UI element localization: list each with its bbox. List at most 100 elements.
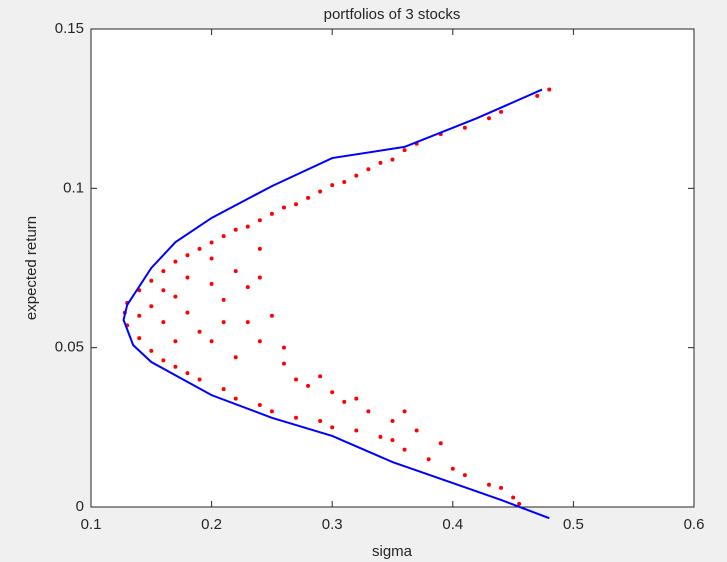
scatter-point — [390, 157, 395, 162]
scatter-point — [221, 297, 226, 302]
scatter-point — [294, 377, 299, 382]
scatter-point — [185, 310, 190, 315]
scatter-point — [462, 125, 467, 130]
scatter-point — [209, 256, 214, 261]
x-tick-label: 0.3 — [322, 516, 343, 533]
y-tick-label: 0.05 — [55, 339, 84, 356]
scatter-point — [366, 409, 371, 414]
x-tick-label: 0.1 — [81, 516, 102, 533]
scatter-point — [306, 383, 311, 388]
scatter-point — [209, 339, 214, 344]
plot-area — [91, 29, 694, 507]
scatter-point — [233, 227, 238, 232]
scatter-point — [221, 234, 226, 239]
scatter-point — [257, 218, 262, 223]
scatter-point — [245, 320, 250, 325]
scatter-point — [402, 447, 407, 452]
scatter-point — [354, 428, 359, 433]
scatter-point — [173, 339, 178, 344]
scatter-point — [149, 278, 154, 283]
scatter-point — [294, 202, 299, 207]
scatter-point — [402, 148, 407, 153]
scatter-point — [354, 173, 359, 178]
scatter-point — [269, 211, 274, 216]
scatter-point — [185, 275, 190, 280]
x-tick-label: 0.2 — [201, 516, 222, 533]
scatter-point — [318, 374, 323, 379]
scatter-point — [197, 329, 202, 334]
scatter-point — [486, 116, 491, 121]
scatter-point — [137, 313, 142, 318]
scatter-point — [161, 269, 166, 274]
scatter-point — [221, 320, 226, 325]
scatter-point — [390, 438, 395, 443]
chart-title: portfolios of 3 stocks — [324, 6, 461, 23]
scatter-point — [149, 304, 154, 309]
scatter-point — [402, 409, 407, 414]
scatter-point — [221, 387, 226, 392]
scatter-point — [535, 93, 540, 98]
x-axis-label: sigma — [372, 543, 413, 560]
scatter-point — [209, 281, 214, 286]
scatter-point — [330, 390, 335, 395]
x-tick-label: 0.6 — [684, 516, 705, 533]
scatter-point — [161, 358, 166, 363]
scatter-point — [378, 434, 383, 439]
scatter-point — [257, 339, 262, 344]
scatter-point — [185, 253, 190, 258]
y-tick-label: 0.1 — [63, 179, 84, 196]
x-tick-label: 0.5 — [563, 516, 584, 533]
scatter-point — [426, 457, 431, 462]
scatter-point — [281, 345, 286, 350]
scatter-point — [281, 361, 286, 366]
scatter-point — [486, 482, 491, 487]
scatter-point — [257, 246, 262, 251]
y-axis-label: expected return — [23, 216, 40, 320]
scatter-point — [185, 371, 190, 376]
y-tick-label: 0.15 — [55, 20, 84, 37]
scatter-point — [197, 246, 202, 251]
axes-box — [90, 28, 695, 508]
scatter-point — [233, 269, 238, 274]
scatter-point — [414, 428, 419, 433]
scatter-point — [233, 355, 238, 360]
scatter-point — [197, 377, 202, 382]
scatter-point — [462, 473, 467, 478]
scatter-point — [330, 425, 335, 430]
scatter-point — [269, 409, 274, 414]
scatter-point — [318, 418, 323, 423]
scatter-point — [233, 396, 238, 401]
scatter-point — [378, 160, 383, 165]
scatter-point — [354, 396, 359, 401]
scatter-point — [173, 364, 178, 369]
scatter-point — [161, 320, 166, 325]
scatter-point — [342, 399, 347, 404]
scatter-point — [137, 336, 142, 341]
scatter-point — [517, 501, 522, 506]
scatter-point — [547, 87, 552, 92]
scatter-point — [245, 224, 250, 229]
scatter-point — [257, 275, 262, 280]
scatter-point — [499, 485, 504, 490]
scatter-point — [511, 495, 516, 500]
scatter-point — [281, 205, 286, 210]
y-tick-label: 0 — [76, 498, 84, 515]
scatter-point — [318, 189, 323, 194]
scatter-point — [173, 259, 178, 264]
scatter-point — [450, 466, 455, 471]
scatter-point — [438, 441, 443, 446]
scatter-point — [269, 313, 274, 318]
scatter-point — [294, 415, 299, 420]
scatter-point — [149, 348, 154, 353]
scatter-point — [209, 240, 214, 245]
scatter-point — [257, 403, 262, 408]
scatter-point — [161, 288, 166, 293]
scatter-point — [173, 294, 178, 299]
scatter-point — [499, 109, 504, 114]
x-tick-label: 0.4 — [442, 516, 463, 533]
scatter-point — [390, 418, 395, 423]
scatter-point — [366, 167, 371, 172]
frontier-line — [122, 88, 550, 520]
scatter-point — [245, 285, 250, 290]
